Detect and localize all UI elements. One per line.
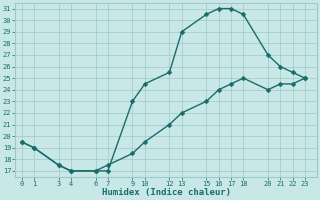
X-axis label: Humidex (Indice chaleur): Humidex (Indice chaleur): [102, 188, 231, 197]
